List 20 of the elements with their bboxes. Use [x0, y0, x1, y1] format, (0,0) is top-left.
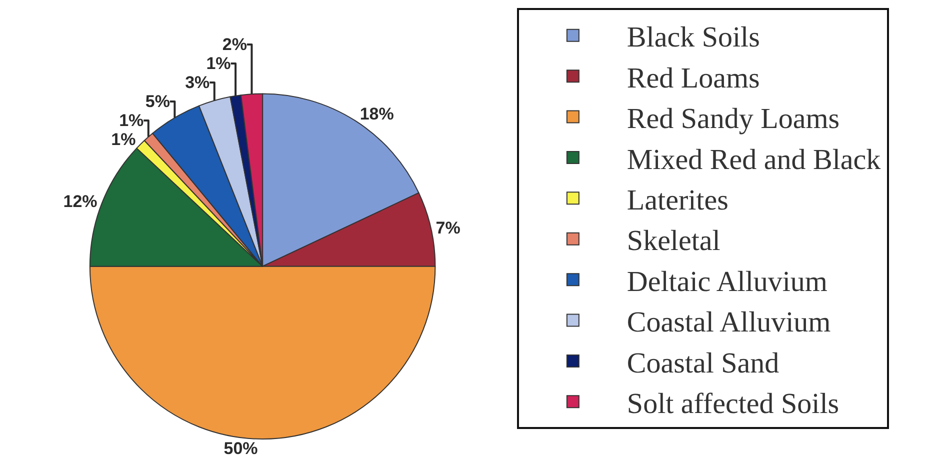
data-label: 1%	[119, 111, 144, 130]
legend-label: Coastal Sand	[626, 347, 780, 380]
data-label: 1%	[111, 130, 136, 150]
data-label: 3%	[185, 73, 210, 92]
legend-label: Red Sandy Loams	[626, 103, 840, 136]
data-label: 50%	[224, 439, 258, 458]
legend-label: Black Soils	[626, 22, 760, 54]
legend-label: Coastal Alluvium	[626, 306, 832, 339]
data-label: 7%	[436, 218, 460, 238]
data-label: 1%	[206, 54, 231, 74]
data-label: 12%	[63, 192, 98, 212]
legend-label: Deltaic Alluvium	[626, 266, 828, 298]
data-label: 2%	[222, 35, 247, 54]
legend-label: Mixed Red and Black	[626, 144, 882, 176]
data-label: 5%	[145, 92, 170, 112]
data-label: 18%	[360, 104, 394, 124]
legend-label: Red Loams	[626, 62, 760, 94]
legend-label: Skeletal	[626, 225, 720, 258]
legend-label: Solt affected Soils	[626, 388, 840, 420]
legend-label: Laterites	[626, 184, 728, 216]
